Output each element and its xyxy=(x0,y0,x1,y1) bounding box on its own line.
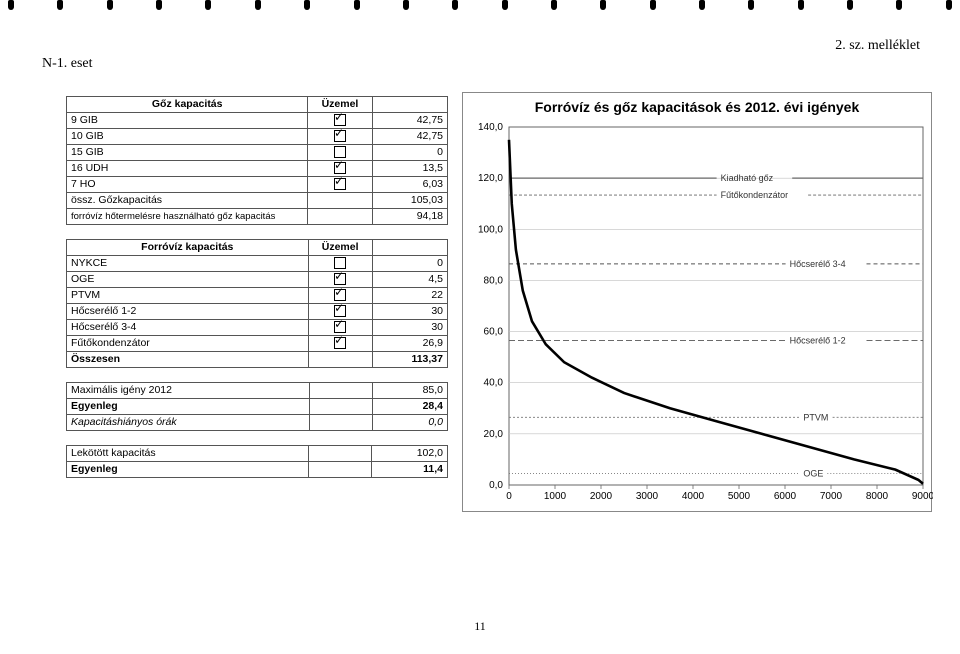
duration-curve-chart: Forróvíz és gőz kapacitások és 2012. évi… xyxy=(462,92,932,512)
svg-text:Kiadható gőz: Kiadható gőz xyxy=(721,173,774,183)
svg-text:Hőcserélő 1-2: Hőcserélő 1-2 xyxy=(790,336,846,346)
hotwater-row-5-checkbox xyxy=(308,336,372,352)
hotwater-row-0-name: NYKCE xyxy=(67,256,309,272)
hotwater-row-3-value: 30 xyxy=(372,304,447,320)
steam-row-1-name: 10 GIB xyxy=(67,129,308,145)
summary1-row-1-value: 28,4 xyxy=(372,399,447,415)
svg-text:120,0: 120,0 xyxy=(478,173,503,184)
summary-table-1: Maximális igény 2012 85,0 Egyenleg 28,4 Kapa… xyxy=(66,382,448,431)
steam-title: Gőz kapacitás xyxy=(67,97,308,113)
summary1-row-2-value: 0,0 xyxy=(372,415,447,431)
svg-text:3000: 3000 xyxy=(636,491,659,502)
summary1-row-2-name: Kapacitáshiányos órák xyxy=(67,415,310,431)
hotwater-row-0-value: 0 xyxy=(372,256,447,272)
svg-text:2000: 2000 xyxy=(590,491,613,502)
svg-text:40,0: 40,0 xyxy=(484,378,504,389)
summary2-row-1-name: Egyenleg xyxy=(67,462,309,478)
hotwater-col-check-header: Üzemel xyxy=(308,240,372,256)
summary1-row-0-value: 85,0 xyxy=(372,383,447,399)
summary1-row-1-name: Egyenleg xyxy=(67,399,310,415)
svg-text:PTVM: PTVM xyxy=(803,412,828,422)
steam-row-0-value: 42,75 xyxy=(372,113,447,129)
hotwater-row-2-name: PTVM xyxy=(67,288,309,304)
svg-text:7000: 7000 xyxy=(820,491,843,502)
hotwater-total-value: 113,37 xyxy=(372,352,447,368)
steam-sum-name: össz. Gőzkapacitás xyxy=(67,193,308,209)
svg-text:9000: 9000 xyxy=(912,491,933,502)
summary2-row-1-value: 11,4 xyxy=(372,462,448,478)
svg-text:6000: 6000 xyxy=(774,491,797,502)
svg-text:1000: 1000 xyxy=(544,491,567,502)
steam-row-0-name: 9 GIB xyxy=(67,113,308,129)
svg-text:4000: 4000 xyxy=(682,491,705,502)
steam-capacity-table: Gőz kapacitás Üzemel 9 GIB42,7510 GIB42,… xyxy=(66,96,448,225)
steam-row-2-name: 15 GIB xyxy=(67,145,308,161)
svg-text:Fűtőkondenzátor: Fűtőkondenzátor xyxy=(721,190,789,200)
scan-sprocket-marks xyxy=(8,0,952,14)
steam-col-value-header xyxy=(372,97,447,113)
steam-row-4-checkbox xyxy=(308,177,372,193)
summary2-row-0-name: Lekötött kapacitás xyxy=(67,446,309,462)
hotwater-total-name: Összesen xyxy=(67,352,309,368)
svg-text:60,0: 60,0 xyxy=(484,327,504,338)
steam-row-1-checkbox xyxy=(308,129,372,145)
hotwater-row-2-value: 22 xyxy=(372,288,447,304)
page-subtitle-left: N-1. eset xyxy=(42,56,93,72)
svg-text:0: 0 xyxy=(506,491,512,502)
steam-foot-value: 94,18 xyxy=(372,209,447,225)
steam-row-4-value: 6,03 xyxy=(372,177,447,193)
chart-svg: 0,0 20,0 40,0 60,0 80,0 100,0 120,0 140,0 0 1000 2… xyxy=(463,93,933,513)
steam-row-3-value: 13,5 xyxy=(372,161,447,177)
svg-text:80,0: 80,0 xyxy=(484,275,504,286)
hotwater-row-4-value: 30 xyxy=(372,320,447,336)
steam-row-1-value: 42,75 xyxy=(372,129,447,145)
svg-text:5000: 5000 xyxy=(728,491,751,502)
hotwater-capacity-table: Forróvíz kapacitás Üzemel NYKCE 0 OGE 4,5 PT… xyxy=(66,239,448,368)
hotwater-row-3-name: Hőcserélő 1-2 xyxy=(67,304,309,320)
steam-row-2-value: 0 xyxy=(372,145,447,161)
svg-text:OGE: OGE xyxy=(803,469,823,479)
page-subtitle-right: 2. sz. melléklet xyxy=(835,38,920,54)
hotwater-row-1-name: OGE xyxy=(67,272,309,288)
hotwater-row-1-value: 4,5 xyxy=(372,272,447,288)
steam-row-4-name: 7 HO xyxy=(67,177,308,193)
tables-area: Gőz kapacitás Üzemel 9 GIB 42,75 10 GIB 42,… xyxy=(66,96,448,478)
hotwater-title: Forróvíz kapacitás xyxy=(67,240,309,256)
svg-text:20,0: 20,0 xyxy=(484,429,504,440)
hotwater-row-4-name: Hőcserélő 3-4 xyxy=(67,320,309,336)
svg-text:100,0: 100,0 xyxy=(478,224,503,235)
svg-text:8000: 8000 xyxy=(866,491,889,502)
page-number: 11 xyxy=(0,619,960,634)
hotwater-row-5-name: Fűtőkondenzátor xyxy=(67,336,309,352)
hotwater-row-5-value: 26,9 xyxy=(372,336,447,352)
summary2-row-0-value: 102,0 xyxy=(372,446,448,462)
summary1-row-0-name: Maximális igény 2012 xyxy=(67,383,310,399)
summary-table-2: Lekötött kapacitás 102,0 Egyenleg 11,4 xyxy=(66,445,448,478)
svg-text:140,0: 140,0 xyxy=(478,122,503,133)
svg-text:Hőcserélő 3-4: Hőcserélő 3-4 xyxy=(790,259,846,269)
svg-text:0,0: 0,0 xyxy=(489,480,503,491)
steam-sum-value: 105,03 xyxy=(372,193,447,209)
steam-foot-name: forróvíz hőtermelésre használható gőz ka… xyxy=(67,209,308,225)
steam-row-3-name: 16 UDH xyxy=(67,161,308,177)
